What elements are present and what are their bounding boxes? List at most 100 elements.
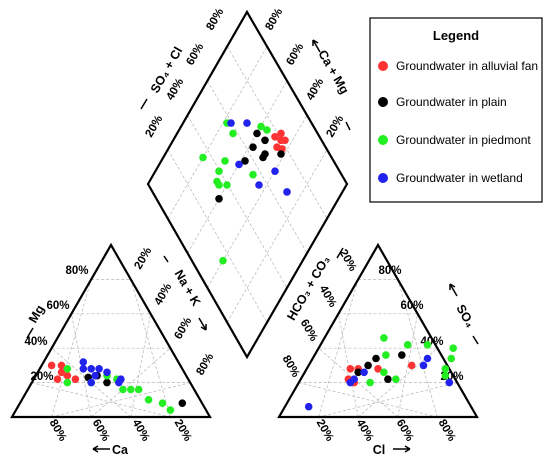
diamond-frame bbox=[146, 9, 349, 360]
tick-mg: 80% bbox=[65, 265, 88, 277]
tick-hco3: 80% bbox=[280, 354, 302, 380]
cation-point-plain bbox=[178, 399, 187, 408]
cation-point-alluvial-fan bbox=[63, 371, 72, 380]
anion-point-alluvial-fan bbox=[374, 365, 382, 373]
tick-so4cl: 80% bbox=[204, 7, 226, 33]
dash-so4 bbox=[472, 335, 479, 345]
cation-point-piedmont bbox=[166, 406, 175, 414]
plot-frames bbox=[10, 9, 479, 419]
cation-point-wetland bbox=[91, 371, 99, 380]
diamond-grid-line bbox=[226, 149, 328, 323]
tick-camg: 20% bbox=[324, 114, 346, 140]
dash-hco3 bbox=[336, 247, 344, 259]
cation-point-piedmont bbox=[63, 378, 72, 387]
anion-point-piedmont bbox=[380, 334, 388, 342]
cation-point-wetland bbox=[87, 378, 95, 387]
dash-so4cl bbox=[140, 98, 148, 110]
diamond-point-plain bbox=[249, 143, 257, 151]
anion-point-wetland bbox=[346, 378, 355, 387]
diamond-point-wetland bbox=[235, 160, 243, 169]
cation-point-alluvial-fan bbox=[57, 368, 66, 377]
cation-point-alluvial-fan bbox=[47, 361, 56, 370]
dash-nak bbox=[163, 255, 169, 263]
diamond-grid-line bbox=[207, 115, 308, 288]
diamond-point-plain bbox=[261, 136, 269, 145]
anion-point-wetland bbox=[423, 354, 432, 363]
diamond-point-piedmont bbox=[257, 122, 265, 131]
cation-grid-line bbox=[130, 279, 171, 418]
anion-grid-line bbox=[318, 382, 458, 418]
anion-point-plain bbox=[354, 368, 363, 377]
anion-point-piedmont bbox=[403, 341, 412, 349]
diamond-point-alluvial-fan bbox=[271, 133, 279, 141]
tick-cl: 60% bbox=[394, 418, 416, 444]
diamond-point-wetland bbox=[227, 119, 235, 127]
diamond-point-piedmont bbox=[263, 126, 271, 134]
anion-point-plain bbox=[364, 361, 372, 370]
cation-point-alluvial-fan bbox=[57, 361, 66, 370]
tick-hco3: 40% bbox=[317, 284, 339, 310]
anion-point-piedmont bbox=[380, 368, 388, 377]
arrow-camg bbox=[312, 39, 321, 53]
diamond-grid-line bbox=[187, 80, 288, 254]
legend-label-plain: Groundwater in plain bbox=[396, 95, 507, 109]
cation-point-wetland bbox=[103, 368, 111, 377]
tick-mg: 20% bbox=[30, 371, 53, 383]
diamond-point-piedmont bbox=[229, 129, 237, 138]
diamond-point-wetland bbox=[283, 188, 291, 196]
tick-camg: 80% bbox=[263, 7, 285, 33]
tick-nak: 80% bbox=[194, 352, 216, 378]
cation-point-piedmont bbox=[119, 385, 127, 394]
cation-point-piedmont bbox=[144, 396, 153, 404]
anion-point-piedmont bbox=[366, 378, 374, 387]
anion-point-piedmont bbox=[447, 354, 456, 363]
tick-so4: 60% bbox=[400, 300, 423, 312]
tick-nak: 60% bbox=[172, 316, 194, 342]
tick-nak: 20% bbox=[132, 246, 154, 272]
diamond-point-piedmont bbox=[199, 153, 207, 162]
arrow-so4 bbox=[449, 283, 458, 297]
tick-cl: 40% bbox=[354, 418, 376, 444]
cation-point-plain bbox=[103, 378, 111, 387]
anion-point-piedmont bbox=[423, 341, 432, 349]
diamond-point-piedmont bbox=[223, 181, 231, 189]
dash-mg bbox=[26, 327, 34, 339]
arrow-nak bbox=[198, 317, 207, 331]
legend-marker-alluvial-fan bbox=[378, 61, 388, 71]
cation-grid-line bbox=[31, 382, 171, 418]
tick-so4: 80% bbox=[378, 265, 401, 277]
cation-grid-line bbox=[90, 347, 171, 418]
tick-cl: 20% bbox=[314, 418, 336, 444]
legend-marker-plain bbox=[378, 97, 388, 107]
tick-cl: 80% bbox=[436, 418, 458, 444]
diamond-point-plain bbox=[253, 129, 261, 138]
cation-point-piedmont bbox=[63, 365, 72, 373]
tick-so4: 40% bbox=[420, 336, 443, 348]
legend-label-piedmont: Groundwater in piedmont bbox=[396, 133, 531, 147]
diamond-grid-line bbox=[167, 46, 268, 219]
axis-label-so4: SO₄ bbox=[453, 302, 477, 330]
anion-point-piedmont bbox=[441, 371, 450, 380]
tick-mg: 60% bbox=[46, 300, 69, 312]
anion-grid-line bbox=[318, 279, 359, 418]
grid-lines bbox=[31, 46, 458, 418]
diamond-grid-line bbox=[187, 115, 288, 288]
legend-label-alluvial-fan: Groundwater in alluvial fan bbox=[396, 59, 538, 73]
tick-ca: 20% bbox=[172, 418, 194, 444]
cation-point-wetland bbox=[117, 375, 125, 384]
anion-point-plain bbox=[384, 375, 392, 384]
legend-label-wetland: Groundwater in wetland bbox=[396, 171, 523, 185]
anion-point-plain bbox=[372, 354, 380, 363]
anion-point-wetland bbox=[304, 402, 313, 411]
tick-camg: 40% bbox=[304, 77, 326, 103]
diamond-point-alluvial-fan bbox=[273, 143, 281, 151]
cation-grid-line bbox=[51, 382, 191, 418]
dash-camg bbox=[345, 121, 351, 131]
axis-label-cl: Cl bbox=[373, 443, 386, 457]
tick-so4cl: 60% bbox=[184, 42, 206, 68]
anion-grid-line bbox=[338, 313, 359, 418]
diamond-grid-line bbox=[167, 149, 268, 323]
diamond-grid-line bbox=[207, 80, 308, 254]
diamond-point-plain bbox=[277, 150, 285, 158]
